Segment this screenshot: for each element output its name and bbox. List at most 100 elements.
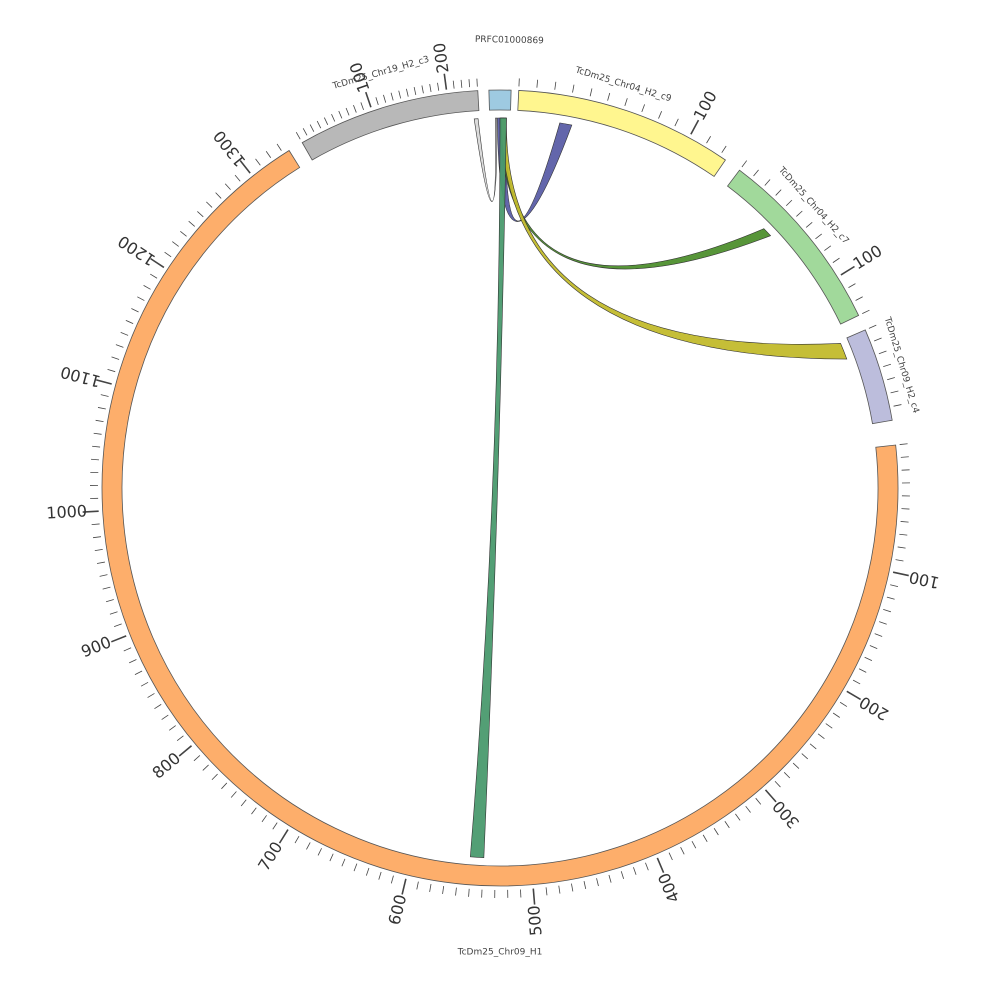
tick-mark — [839, 701, 848, 707]
tick-mark — [114, 623, 122, 627]
segment-c9 — [517, 90, 726, 178]
tick-mark — [265, 150, 272, 159]
tick-mark — [429, 84, 432, 93]
tick-mark — [706, 136, 711, 144]
tick-mark — [858, 668, 867, 673]
tick-mark — [105, 599, 114, 603]
tick-mark — [406, 88, 409, 97]
segment-label-h1: TcDm25_Chr09_H1 — [457, 948, 543, 958]
tick-mark — [785, 199, 793, 207]
tick-mark — [134, 670, 143, 675]
tick-mark — [234, 174, 241, 182]
tick-mark — [338, 110, 343, 119]
tick-mark — [131, 308, 139, 313]
tick-mark — [900, 521, 909, 523]
tick-mark — [895, 559, 904, 562]
tick-mark — [150, 273, 158, 279]
tick-mark — [607, 92, 611, 101]
tick-mark — [624, 98, 628, 106]
tick-mark — [341, 858, 346, 867]
tick-mark — [390, 92, 394, 101]
segment-label-c9: TcDm25_Chr04_H2_c9 — [573, 65, 673, 104]
tick-mark — [890, 584, 899, 588]
tick-mark — [764, 789, 777, 803]
tick-mark — [178, 745, 193, 757]
tick-mark — [316, 120, 322, 129]
tick-mark — [323, 117, 329, 125]
tick-label: 200 — [856, 692, 892, 724]
tick-mark — [796, 210, 803, 217]
tick-mark — [353, 104, 357, 113]
tick-mark — [571, 883, 574, 892]
ticks-layer — [82, 73, 910, 905]
tick-mark — [848, 283, 856, 288]
tick-mark — [224, 183, 231, 190]
tick-mark — [824, 245, 832, 251]
tick-mark — [873, 337, 882, 342]
tick-mark — [180, 230, 187, 237]
segment-label-PRFC01000869: PRFC01000869 — [475, 35, 544, 46]
tick-label: 1300 — [209, 127, 249, 171]
tick-mark — [306, 842, 311, 850]
tick-mark — [890, 390, 899, 394]
tick-mark — [840, 265, 855, 276]
tick-mark — [107, 368, 116, 373]
link-PRFC01000869-h1 — [470, 117, 507, 858]
segment-c4 — [846, 329, 893, 425]
tick-mark — [554, 81, 557, 90]
tick-mark — [255, 158, 261, 166]
tick-mark — [452, 80, 455, 89]
tick-mark — [329, 853, 334, 862]
tick-mark — [302, 128, 308, 136]
tick-mark — [278, 829, 289, 844]
tick-label: 1100 — [58, 362, 102, 391]
tick-mark — [378, 871, 382, 880]
tick-mark — [123, 647, 132, 652]
tick-label: 100 — [907, 567, 941, 592]
tick-mark — [93, 432, 102, 435]
tick-mark — [215, 192, 222, 199]
tick-mark — [111, 356, 120, 360]
tick-mark — [468, 79, 470, 88]
tick-mark — [536, 79, 539, 88]
tick-mark — [674, 118, 679, 127]
tick-mark — [846, 690, 862, 701]
tick-mark — [713, 828, 719, 836]
tick-mark — [879, 621, 887, 625]
tick-mark — [109, 611, 118, 615]
segment-label-c3: TcDm25_Chr19_H2_c3 — [331, 55, 431, 92]
segment-c3 — [301, 90, 480, 161]
tick-label: 700 — [254, 838, 286, 874]
tick-mark — [115, 344, 124, 348]
tick-mark — [211, 773, 218, 781]
tick-mark — [589, 88, 593, 97]
tick-mark — [900, 456, 909, 458]
tick-mark — [309, 124, 315, 132]
tick-mark — [97, 407, 106, 410]
tick-mark — [869, 645, 878, 649]
tick-mark — [862, 309, 870, 315]
tick-mark — [755, 797, 762, 805]
tick-mark — [680, 846, 685, 855]
tick-label: 400 — [654, 870, 683, 906]
tick-mark — [893, 404, 902, 407]
tick-mark — [809, 743, 817, 750]
tick-mark — [147, 693, 155, 698]
tick-label: 500 — [524, 905, 545, 937]
tick-mark — [558, 885, 561, 894]
tick-mark — [125, 319, 134, 324]
segments-layer — [101, 89, 899, 887]
tick-mark — [111, 635, 127, 643]
tick-mark — [197, 211, 204, 218]
tick-mark — [331, 114, 336, 122]
tick-mark — [206, 201, 213, 208]
tick-mark — [120, 332, 129, 336]
tick-mark — [817, 733, 825, 740]
link-PRFC01000869-c4 — [500, 117, 848, 360]
tick-mark — [832, 712, 840, 718]
tick-mark — [825, 723, 833, 729]
tick-label: 600 — [385, 893, 411, 927]
tick-mark — [261, 815, 267, 823]
tick-mark — [102, 586, 111, 590]
tick-mark — [572, 84, 575, 93]
